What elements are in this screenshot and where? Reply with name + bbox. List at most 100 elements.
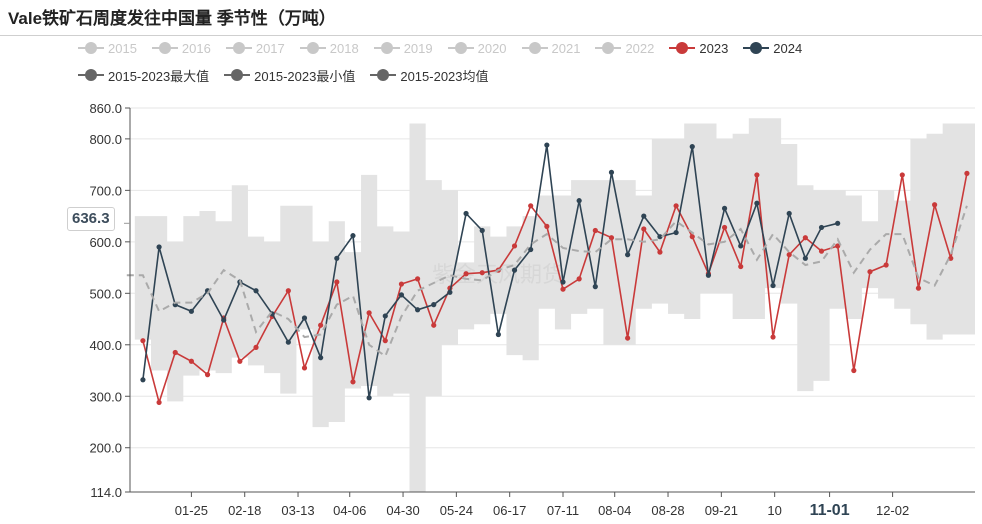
point-2023-44 xyxy=(851,367,857,374)
point-2023-45 xyxy=(867,269,873,275)
point-2024-8 xyxy=(269,311,275,317)
point-2024-26 xyxy=(560,279,566,285)
legend-item-2020-5[interactable]: 2020 xyxy=(447,41,507,56)
point-2024-18 xyxy=(431,302,437,308)
legend-item-2022-7[interactable]: 2022 xyxy=(595,41,654,56)
point-2024-27 xyxy=(576,198,582,204)
point-2023-8 xyxy=(269,313,275,320)
chart-title: Vale铁矿石周度发往中国量 季节性（万吨） xyxy=(8,9,336,28)
point-2023-24 xyxy=(528,203,534,209)
x-tick-label: 02-18 xyxy=(228,503,261,518)
point-2023-26 xyxy=(560,286,566,292)
point-2024-23 xyxy=(511,267,518,273)
legend-item-2015-2023-10[interactable]: 2015-2023最大值 xyxy=(78,66,209,85)
legend-marker-icon xyxy=(78,41,104,55)
point-2023-9 xyxy=(285,288,291,294)
point-2023-14 xyxy=(366,310,372,316)
point-2023-5 xyxy=(221,315,227,321)
legend-label: 2015 xyxy=(108,40,137,56)
point-2023-22 xyxy=(495,267,501,273)
x-tick-label: 03-13 xyxy=(281,503,314,518)
point-2024-42 xyxy=(818,224,825,231)
y-tick-label: 700.0 xyxy=(89,183,122,198)
x-tick-label: 08-28 xyxy=(651,503,684,518)
y-tick-label: 400.0 xyxy=(89,338,122,353)
series-line-2023 xyxy=(142,173,968,406)
legend-item-2018-3[interactable]: 2018 xyxy=(299,41,359,56)
point-2023-32 xyxy=(657,249,663,255)
point-2024-31 xyxy=(641,213,647,219)
point-2023-47 xyxy=(899,172,905,178)
point-2024-43 xyxy=(835,220,841,226)
x-tick-label: 01-25 xyxy=(175,503,208,518)
point-2024-25 xyxy=(544,142,550,148)
y-tick-label: 500.0 xyxy=(89,286,122,301)
legend-item-2021-6[interactable]: 2021 xyxy=(521,40,581,56)
legend-marker-icon xyxy=(521,41,548,55)
point-2023-33 xyxy=(673,203,679,209)
series-line-2015-2023- xyxy=(126,205,968,358)
point-2024-14 xyxy=(366,395,372,401)
point-2023-18 xyxy=(431,322,437,328)
legend-label: 2023 xyxy=(699,40,729,56)
min-max-range-band xyxy=(134,118,975,492)
point-2023-51 xyxy=(964,170,970,176)
point-2023-15 xyxy=(382,338,388,344)
legend-item-2015-0[interactable]: 2015 xyxy=(78,41,137,56)
legend-marker-icon xyxy=(370,68,397,82)
x-tick-label: 09-21 xyxy=(705,503,738,518)
point-2024-4 xyxy=(204,288,211,294)
point-2023-3 xyxy=(188,358,194,364)
y-tick-label: 114.0 xyxy=(90,485,122,500)
point-2023-38 xyxy=(754,172,760,178)
point-2024-28 xyxy=(592,284,598,290)
legend-label: 2019 xyxy=(403,40,433,56)
point-2023-1 xyxy=(156,399,162,406)
legend-item-2023-8[interactable]: 2023 xyxy=(669,41,728,56)
point-2024-17 xyxy=(414,307,421,313)
x-tick-label: 05-24 xyxy=(440,503,473,518)
point-2023-6 xyxy=(237,358,243,364)
legend-label: 2017 xyxy=(255,40,285,56)
legend-label: 2021 xyxy=(551,40,581,56)
point-2023-48 xyxy=(915,285,922,291)
x-tick-label: 06-17 xyxy=(493,503,526,518)
point-2023-30 xyxy=(625,335,631,341)
point-2023-37 xyxy=(738,263,744,270)
point-2023-21 xyxy=(479,270,485,276)
point-2024-33 xyxy=(673,229,679,236)
point-2024-22 xyxy=(495,331,501,338)
point-2024-5 xyxy=(221,317,227,323)
x-tick-label: 07-11 xyxy=(547,503,579,518)
point-2024-41 xyxy=(802,255,808,261)
point-2023-20 xyxy=(463,271,469,277)
point-2024-37 xyxy=(738,243,744,249)
point-2023-42 xyxy=(818,248,825,254)
legend-label: 2016 xyxy=(181,40,211,56)
point-2023-31 xyxy=(641,226,647,232)
point-2024-10 xyxy=(301,315,308,321)
point-2024-24 xyxy=(528,246,534,253)
point-2024-11 xyxy=(318,355,324,361)
legend-item-2017-2[interactable]: 2017 xyxy=(225,40,285,56)
legend-item-2015-2023-11[interactable]: 2015-2023最小值 xyxy=(224,66,355,85)
point-2024-29 xyxy=(608,169,615,175)
legend-item-2019-4[interactable]: 2019 xyxy=(373,40,433,56)
current-value-label: 636.3 xyxy=(67,207,115,231)
point-2023-23 xyxy=(511,243,518,249)
legend-item-2024-9[interactable]: 2024 xyxy=(743,41,802,56)
point-2023-43 xyxy=(835,243,841,249)
point-2024-3 xyxy=(188,308,194,314)
point-2024-1 xyxy=(156,244,162,250)
point-2023-10 xyxy=(301,365,308,371)
legend-item-2016-1[interactable]: 2016 xyxy=(151,40,211,56)
point-2023-27 xyxy=(576,276,582,282)
x-tick-label: 04-06 xyxy=(333,503,366,518)
point-2024-13 xyxy=(350,233,356,239)
legend-item-2015-2023-12[interactable]: 2015-2023均值 xyxy=(370,66,489,85)
point-2024-35 xyxy=(705,272,712,278)
y-tick-label: 800.0 xyxy=(89,132,122,147)
point-2023-12 xyxy=(334,279,340,285)
point-2024-16 xyxy=(398,292,405,298)
legend-marker-icon xyxy=(78,68,104,82)
